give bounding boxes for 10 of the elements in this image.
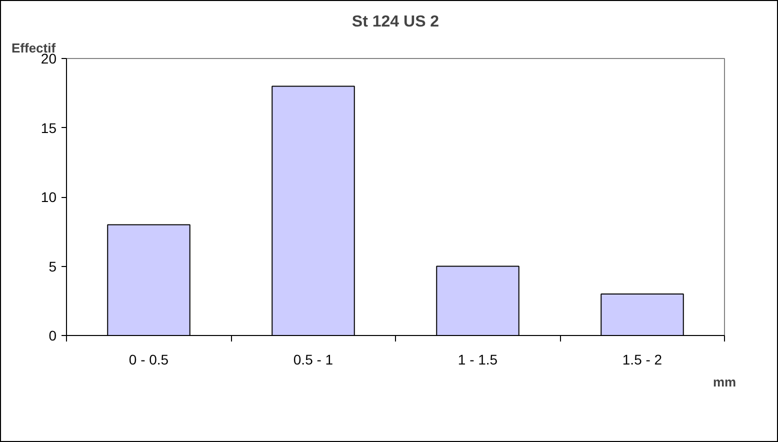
y-tick-label: 10 [40,189,57,205]
y-tick-label: 15 [40,120,57,136]
x-tick-label: 1 - 1.5 [458,352,498,368]
x-tick-label: 0.5 - 1 [293,352,334,368]
x-axis-title: mm [712,374,736,390]
x-tick-label: 0 - 0.5 [128,352,169,368]
x-tick-label: 1.5 - 2 [622,352,662,368]
y-tick-label: 0 [48,328,57,344]
y-tick-label: 5 [48,258,57,274]
chart-title: St 124 US 2 [352,14,440,30]
